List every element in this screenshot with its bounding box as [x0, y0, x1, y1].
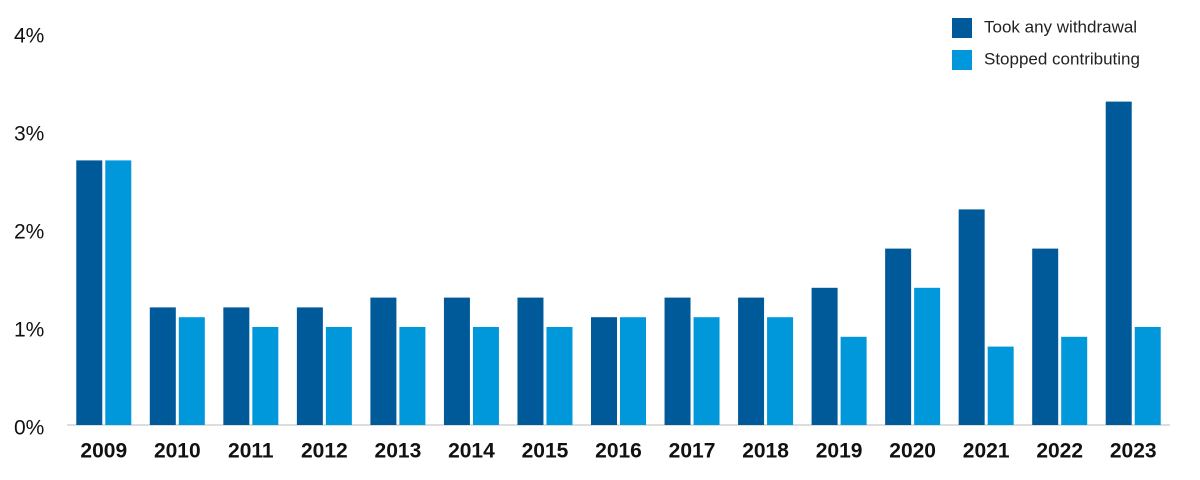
bar	[1134, 327, 1161, 425]
bar	[1105, 101, 1132, 425]
y-tick-label: 2%	[14, 221, 44, 244]
bar	[296, 307, 323, 425]
bar	[591, 317, 617, 425]
bar	[443, 297, 470, 425]
x-tick-label: 2009	[80, 440, 127, 463]
bar	[178, 317, 205, 425]
bar	[546, 327, 573, 425]
bar	[738, 297, 765, 425]
bar	[76, 160, 103, 425]
y-tick-label: 4%	[14, 25, 44, 48]
x-tick-label: 2013	[375, 440, 422, 463]
x-tick-label: 2021	[963, 440, 1010, 463]
x-tick-label: 2015	[522, 440, 569, 463]
bar	[767, 317, 794, 425]
legend-swatch	[952, 18, 972, 38]
bar	[105, 160, 132, 425]
bar	[252, 327, 279, 425]
x-tick-label: 2018	[742, 440, 789, 463]
bar	[1061, 336, 1088, 425]
bar	[370, 297, 397, 425]
x-tick-label: 2014	[448, 440, 495, 463]
y-tick-label: 1%	[14, 319, 44, 342]
x-tick-label: 2019	[816, 440, 863, 463]
bar	[517, 297, 544, 425]
legend-swatch	[952, 50, 972, 70]
bar	[223, 307, 250, 425]
bar	[325, 327, 352, 425]
bar	[664, 297, 691, 425]
legend-label: Took any withdrawal	[984, 17, 1137, 36]
x-tick-label: 2011	[228, 440, 274, 463]
bar	[840, 336, 867, 425]
bar	[693, 317, 720, 425]
x-tick-label: 2022	[1036, 440, 1083, 463]
bar	[914, 287, 941, 425]
bar	[620, 317, 646, 425]
y-tick-label: 3%	[14, 123, 44, 146]
bar	[885, 248, 912, 425]
x-tick-label: 2023	[1110, 440, 1157, 463]
x-tick-label: 2017	[669, 440, 716, 463]
legend-label: Stopped contributing	[984, 49, 1140, 68]
y-tick-label: 0%	[14, 417, 44, 440]
bar	[987, 346, 1014, 425]
bar	[399, 327, 426, 425]
x-tick-label: 2012	[301, 440, 348, 463]
bar	[811, 287, 838, 425]
bar	[472, 327, 499, 425]
x-tick-label: 2016	[595, 440, 642, 463]
bar	[958, 209, 985, 425]
x-tick-label: 2020	[889, 440, 936, 463]
bar	[1032, 248, 1059, 425]
x-tick-label: 2010	[154, 440, 201, 463]
bar	[149, 307, 176, 425]
